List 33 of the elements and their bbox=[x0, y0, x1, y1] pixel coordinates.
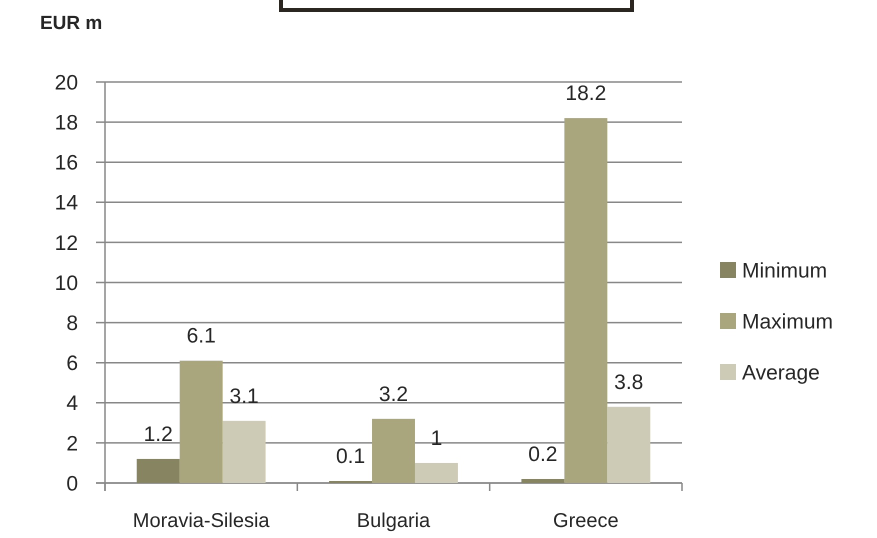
bar bbox=[564, 118, 608, 483]
y-tick-label: 6 bbox=[66, 352, 78, 376]
data-label: 18.2 bbox=[565, 82, 606, 106]
bar bbox=[180, 360, 223, 483]
y-tick-label: 2 bbox=[66, 432, 78, 456]
legend-label: Average bbox=[742, 361, 820, 384]
x-tick-label: Moravia-Silesia bbox=[132, 510, 270, 532]
bar bbox=[136, 458, 180, 483]
data-label: 0.1 bbox=[336, 444, 366, 468]
bar bbox=[607, 406, 650, 483]
y-tick-label: 14 bbox=[54, 192, 78, 215]
y-tick-label: 18 bbox=[54, 111, 78, 134]
y-tick-label: 10 bbox=[54, 272, 78, 295]
y-tick-label: 12 bbox=[54, 232, 78, 255]
legend-label: Minimum bbox=[742, 259, 828, 282]
y-tick-label: 4 bbox=[66, 392, 78, 416]
y-axis-title: EUR m bbox=[40, 13, 102, 34]
y-tick-label: 0 bbox=[66, 472, 78, 496]
y-tick-label: 8 bbox=[66, 312, 78, 335]
y-tick-label: 16 bbox=[54, 152, 78, 175]
bar bbox=[372, 418, 415, 483]
data-label: 3.2 bbox=[378, 382, 408, 406]
x-tick-label: Greece bbox=[553, 510, 619, 532]
bar bbox=[222, 420, 266, 483]
legend-label: Maximum bbox=[742, 310, 834, 334]
x-tick-label: Bulgaria bbox=[356, 510, 432, 532]
bar bbox=[521, 478, 564, 483]
data-label: 1.2 bbox=[144, 422, 173, 446]
bar bbox=[414, 462, 458, 483]
data-label: 6.1 bbox=[186, 324, 216, 348]
data-label: 3.8 bbox=[614, 370, 644, 394]
y-tick-label: 20 bbox=[54, 71, 78, 94]
data-label: 0.2 bbox=[528, 442, 558, 466]
